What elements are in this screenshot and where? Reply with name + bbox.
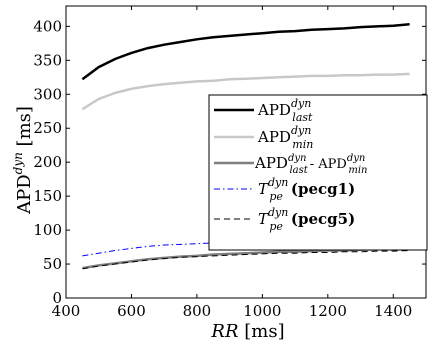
y-axis-label: APDdyn [ms]	[11, 106, 35, 215]
axes-layer: 400 600 800 1000 1200 1400 0 50 100 150 200 250 300 3…	[33, 6, 426, 320]
x-tick-label: 400	[52, 302, 81, 320]
x-tick-label: 800	[183, 302, 212, 320]
y-tick-label: 150	[33, 187, 62, 205]
legend: APDdyn last APDdyn min APDdyn last - APDdyn m…	[208, 94, 428, 251]
series-line-5	[82, 250, 410, 270]
legend-label-series-3: APDdyn last - APDdyn min	[254, 153, 367, 176]
y-tick-label: 50	[43, 255, 62, 273]
y-tick-label: 200	[33, 153, 62, 171]
series-line-2	[81, 72, 410, 111]
y-tick-label: 350	[33, 51, 62, 69]
series-line-1	[81, 23, 410, 81]
y-tick-label: 0	[52, 289, 62, 307]
legend-label-series-5: Tdyn pe (pecg5)	[258, 206, 355, 233]
x-axis-label: RR [ms]	[210, 321, 284, 342]
x-tick-label: 1000	[243, 302, 281, 320]
legend-box	[208, 94, 428, 251]
legend-label-series-2: APDdyn min	[257, 124, 313, 151]
x-tick-label: 1400	[374, 302, 412, 320]
series-layer	[81, 23, 410, 270]
x-tick-label: 1200	[309, 302, 347, 320]
y-tick-label: 300	[33, 85, 62, 103]
legend-label-series-4: Tdyn pe (pecg1)	[258, 176, 355, 203]
x-tick-label: 600	[117, 302, 146, 320]
legend-label-series-1: APDdyn last	[257, 97, 313, 124]
y-tick-label: 400	[33, 17, 62, 35]
y-tick-label: 250	[33, 119, 62, 137]
y-tick-label: 100	[33, 221, 62, 239]
